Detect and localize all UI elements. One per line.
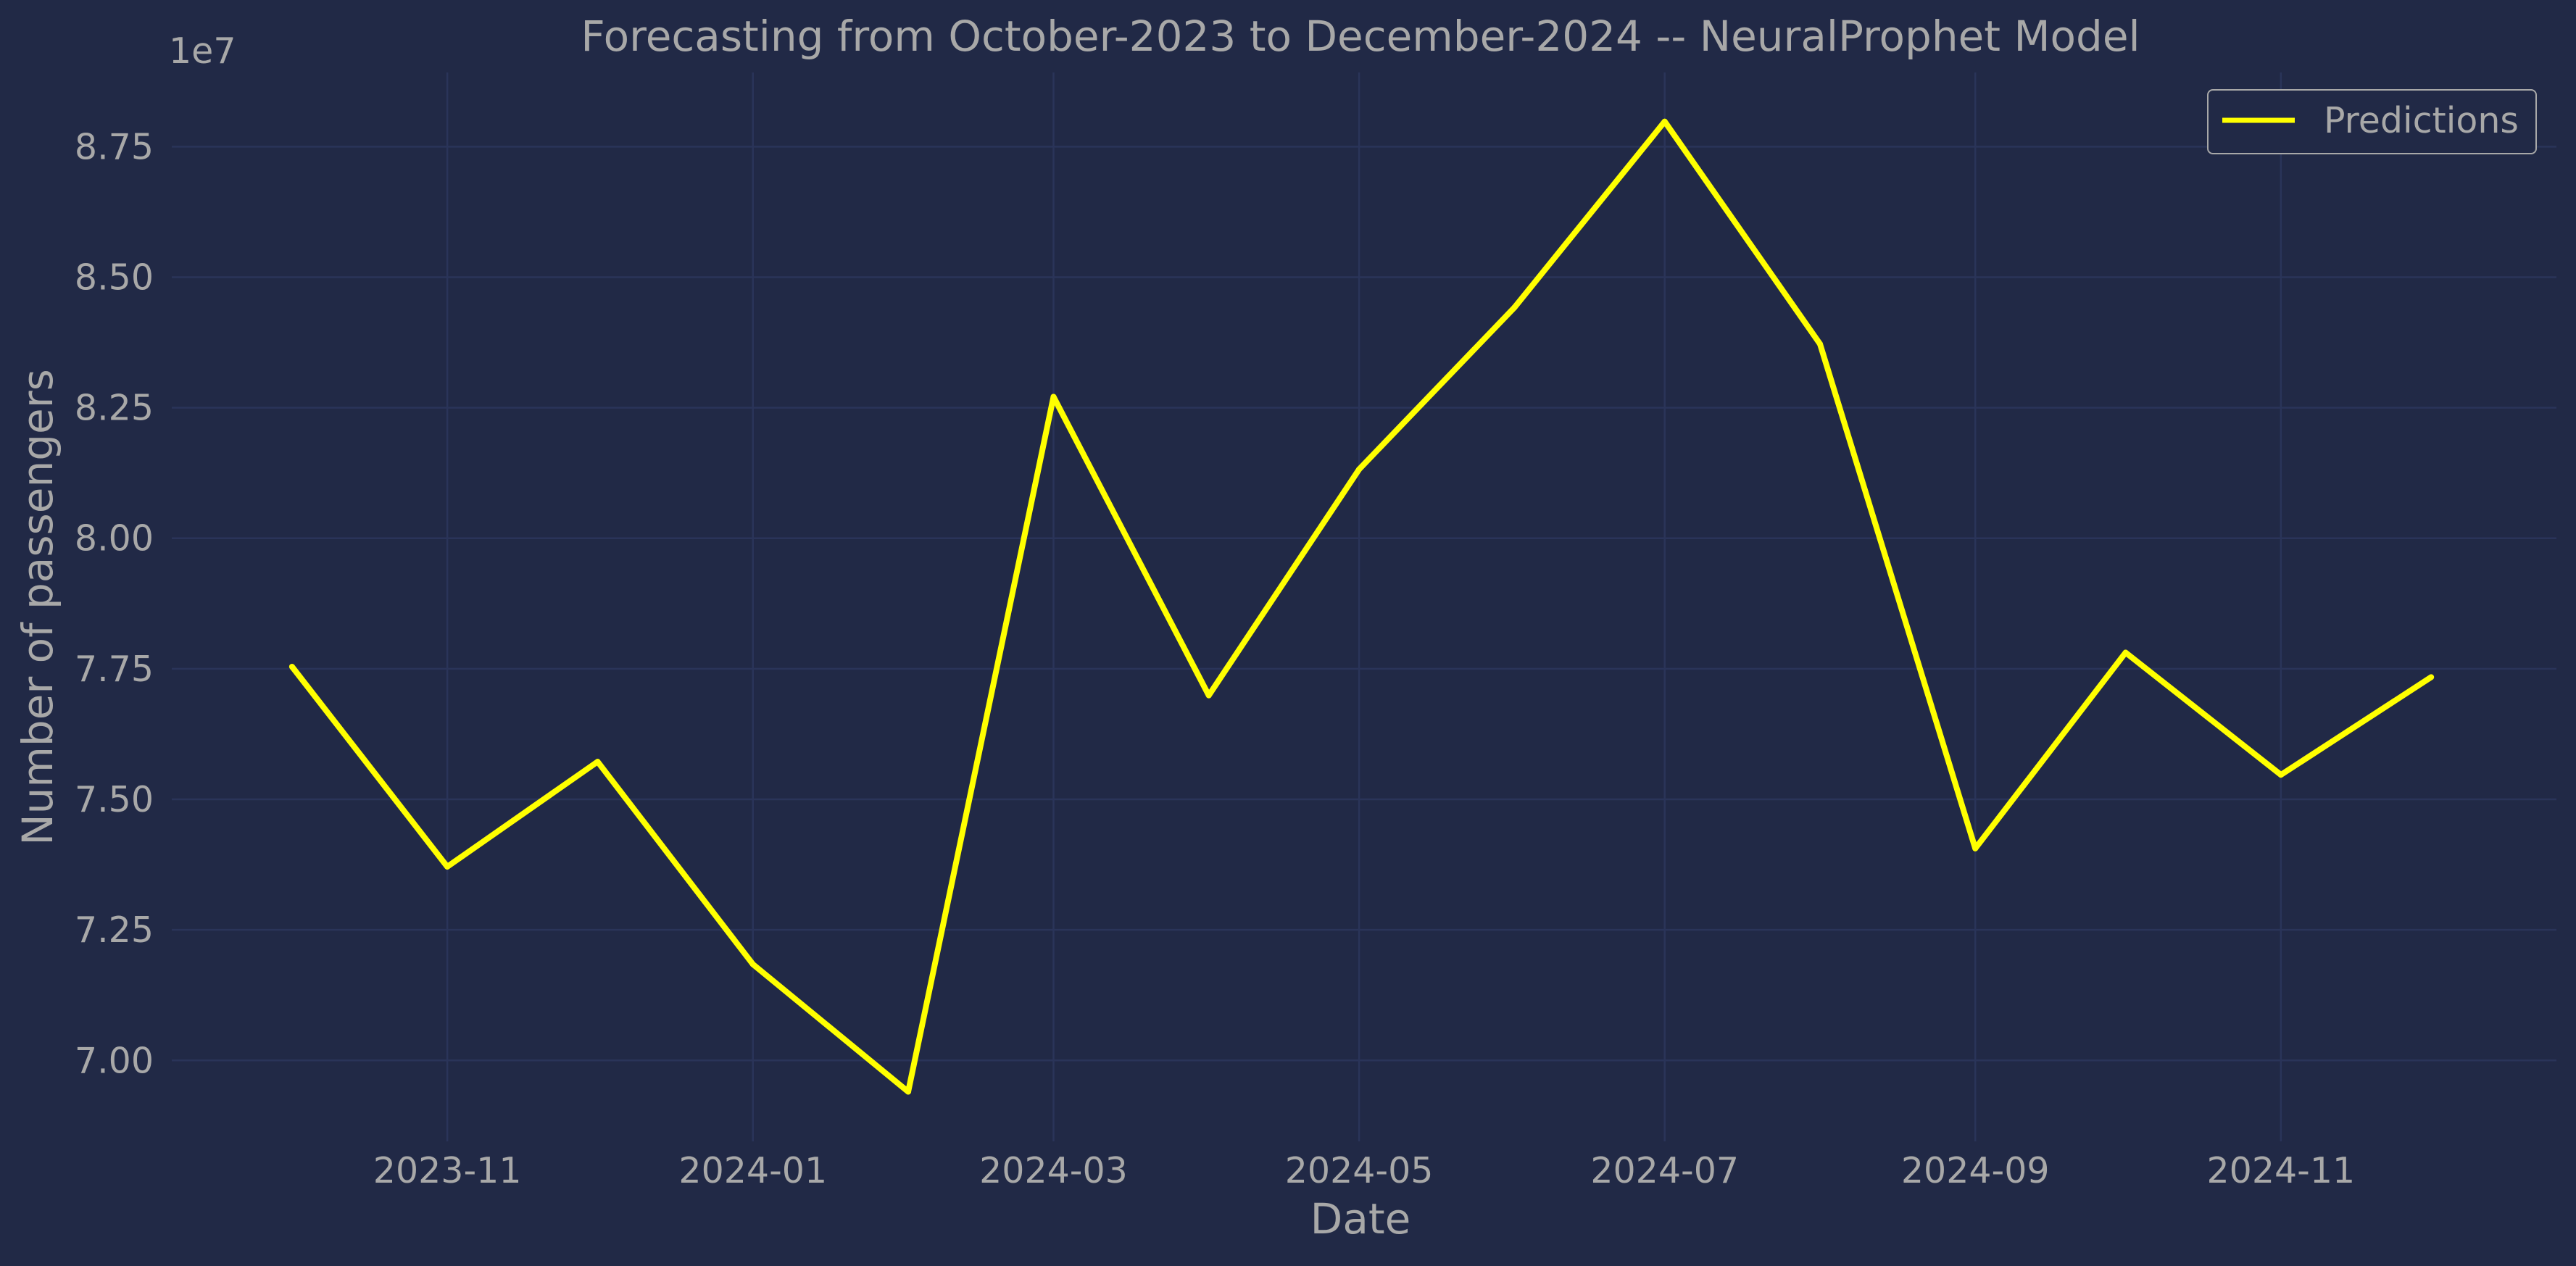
x-tick-label: 2024-03 xyxy=(979,1150,1128,1191)
data-point xyxy=(2122,649,2129,656)
x-tick-label: 2024-01 xyxy=(678,1150,827,1191)
data-point xyxy=(2428,674,2435,680)
x-tick-label: 2024-11 xyxy=(2206,1150,2355,1191)
x-axis: 2023-11 2024-01 2024-03 2024-05 2024-07 2024-… xyxy=(373,1150,2355,1191)
series-line-predictions xyxy=(289,118,2433,1095)
data-point xyxy=(1205,692,1212,699)
x-tick-label: 2023-11 xyxy=(373,1150,522,1191)
legend-frame xyxy=(2207,89,2537,154)
y-tick-label: 8.25 xyxy=(75,388,154,429)
x-tick-label: 2024-09 xyxy=(1901,1150,2050,1191)
x-tick-label: 2024-05 xyxy=(1285,1150,1434,1191)
y-tick-label: 8.50 xyxy=(75,257,154,298)
y-tick-label: 7.00 xyxy=(75,1040,154,1081)
data-point xyxy=(594,759,601,765)
series-layer xyxy=(288,118,2435,1095)
y-tick-label: 7.75 xyxy=(75,649,154,690)
data-point xyxy=(1356,466,1363,472)
y-tick-label: 7.25 xyxy=(75,909,154,951)
data-point xyxy=(444,863,451,870)
grid xyxy=(172,72,2556,1141)
data-point xyxy=(288,664,295,670)
data-point xyxy=(1972,845,1979,851)
y-tick-label: 7.50 xyxy=(75,779,154,820)
y-offset-label: 1e7 xyxy=(169,30,236,72)
data-point xyxy=(1050,393,1057,400)
data-point xyxy=(1511,304,1518,311)
y-axis-title: Number of passengers xyxy=(13,369,62,846)
y-tick-label: 8.75 xyxy=(75,126,154,167)
x-tick-label: 2024-07 xyxy=(1590,1150,1739,1191)
legend: Predictions xyxy=(2207,89,2537,154)
x-axis-title: Date xyxy=(1310,1194,1411,1244)
y-axis: 7.00 7.25 7.50 7.75 8.00 8.25 8.50 8.75 xyxy=(75,126,154,1081)
data-point xyxy=(1661,118,1668,125)
y-tick-label: 8.00 xyxy=(75,518,154,559)
data-point xyxy=(905,1088,912,1095)
chart-title: Forecasting from October-2023 to Decembe… xyxy=(581,12,2140,61)
data-point xyxy=(1816,341,1823,347)
data-point xyxy=(749,961,756,967)
data-point xyxy=(2277,772,2284,778)
legend-label: Predictions xyxy=(2324,100,2519,141)
